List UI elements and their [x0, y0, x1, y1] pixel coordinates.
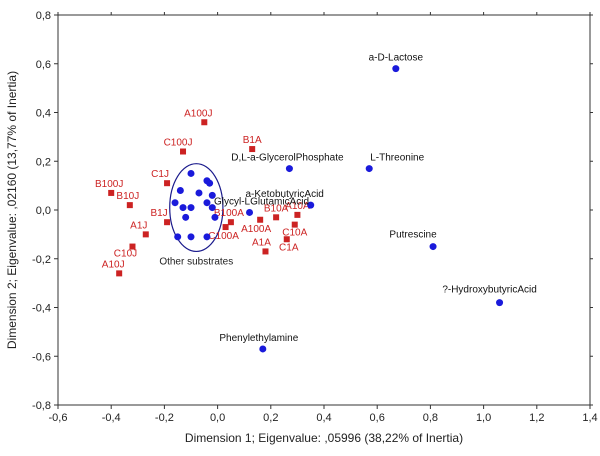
sample-point-marker: [164, 180, 171, 187]
y-tick-label: 0,2: [36, 156, 51, 168]
substrate-point-marker: [206, 179, 214, 187]
substrate-point-marker: [211, 213, 219, 221]
substrate-point-marker: [171, 199, 179, 207]
x-tick-label: -0,4: [102, 412, 121, 424]
sample-point-label: C10J: [114, 249, 137, 260]
substrate-point-marker: [195, 189, 203, 197]
substrate-point-marker: [187, 204, 195, 212]
substrate-point-marker: [365, 165, 373, 173]
sample-point-label: A1J: [130, 220, 147, 231]
sample-point-marker: [129, 243, 136, 250]
sample-point-label: B10J: [116, 191, 139, 202]
sample-point-marker: [201, 119, 208, 126]
y-tick-label: 0,8: [36, 10, 51, 22]
y-tick-label: -0,4: [32, 303, 51, 315]
substrate-point-marker: [496, 299, 504, 307]
substrate-point-marker: [174, 233, 182, 241]
sample-point-marker: [249, 146, 256, 153]
sample-point-marker: [108, 189, 115, 196]
sample-point-marker: [142, 231, 149, 238]
substrate-point-label: ?-HydroxybutyricAcid: [442, 285, 536, 296]
sample-point-label: B100A: [214, 208, 244, 219]
substrate-point-label: L-Threonine: [370, 153, 424, 164]
y-axis-title: Dimension 2; Eigenvalue: ,02160 (13,77% …: [5, 71, 19, 349]
x-tick-label: 1,4: [582, 412, 597, 424]
x-tick-label: 1,2: [529, 412, 544, 424]
substrate-point-marker: [182, 213, 190, 221]
substrate-point-label: Putrescine: [389, 230, 437, 241]
sample-point-marker: [283, 236, 290, 243]
substrate-point-marker: [176, 187, 184, 194]
y-tick-label: 0,0: [36, 205, 51, 217]
substrate-point-label: Phenylethylamine: [219, 333, 298, 344]
substrate-point-label: a-D-Lactose: [369, 53, 424, 64]
substrate-point-marker: [392, 65, 400, 73]
plot-frame: [57, 14, 591, 406]
substrate-point-label: Glycyl-LGlutamicAcid: [214, 196, 309, 207]
sample-point-label: A1A: [252, 237, 271, 248]
substrate-point-marker: [187, 169, 195, 177]
substrate-point-marker: [203, 199, 211, 207]
y-tick-label: -0,6: [32, 351, 51, 363]
y-tick-label: -0,8: [32, 400, 51, 412]
sample-point-marker: [262, 248, 269, 255]
x-tick-label: 0,2: [263, 412, 278, 424]
x-tick-label: 0,8: [423, 412, 438, 424]
substrate-point-marker: [259, 345, 267, 353]
y-tick-label: -0,2: [32, 254, 51, 266]
x-tick-label: 0,4: [316, 412, 331, 424]
sample-point-label: C100J: [164, 138, 193, 149]
x-tick-label: 0,0: [210, 412, 225, 424]
substrate-point-marker: [187, 233, 195, 241]
sample-point-marker: [126, 202, 133, 209]
substrate-point-marker: [285, 165, 293, 173]
substrate-point-label: D,L-a-GlycerolPhosphate: [231, 153, 344, 164]
sample-point-label: B1J: [150, 208, 167, 219]
sample-point-label: B1A: [243, 135, 262, 146]
annotation-label: Other substrates: [159, 256, 233, 267]
substrate-point-marker: [208, 204, 216, 212]
sample-point-label: C100A: [208, 231, 239, 242]
substrate-point-marker: [179, 204, 187, 212]
substrate-point-marker: [208, 191, 216, 199]
other-substrates-ellipse: [169, 163, 224, 253]
x-tick-label: -0,6: [49, 412, 68, 424]
sample-point-label: C1J: [151, 169, 169, 180]
x-tick-label: 1,0: [476, 412, 491, 424]
sample-point-marker: [116, 270, 123, 277]
substrate-point-marker: [203, 233, 211, 241]
sample-point-marker: [257, 216, 264, 223]
sample-point-label: A100J: [184, 108, 212, 119]
y-tick-label: 0,6: [36, 59, 51, 71]
sample-point-label: B10A: [264, 203, 289, 214]
sample-point-label: B100J: [95, 179, 123, 190]
substrate-point-marker: [429, 243, 437, 251]
sample-point-marker: [164, 219, 171, 226]
x-tick-label: -0,2: [155, 412, 174, 424]
sample-point-marker: [273, 214, 280, 221]
substrate-point-label: a-KetobutyricAcid: [246, 189, 324, 200]
sample-point-label: C10A: [282, 228, 307, 239]
sample-point-marker: [294, 211, 301, 218]
sample-point-label: A10A: [285, 201, 310, 212]
sample-point-marker: [291, 221, 298, 228]
sample-point-label: A10J: [102, 259, 125, 270]
sample-point-label: C1A: [279, 242, 299, 253]
sample-point-label: A100A: [241, 224, 271, 235]
substrate-point-marker: [246, 208, 254, 216]
x-axis-title: Dimension 1; Eigenvalue: ,05996 (38,22% …: [185, 431, 463, 445]
substrate-point-marker: [307, 201, 315, 209]
sample-point-marker: [180, 148, 187, 155]
y-tick-label: 0,4: [36, 108, 51, 120]
sample-point-marker: [222, 224, 229, 231]
sample-point-marker: [227, 219, 234, 226]
x-tick-label: 0,6: [370, 412, 385, 424]
